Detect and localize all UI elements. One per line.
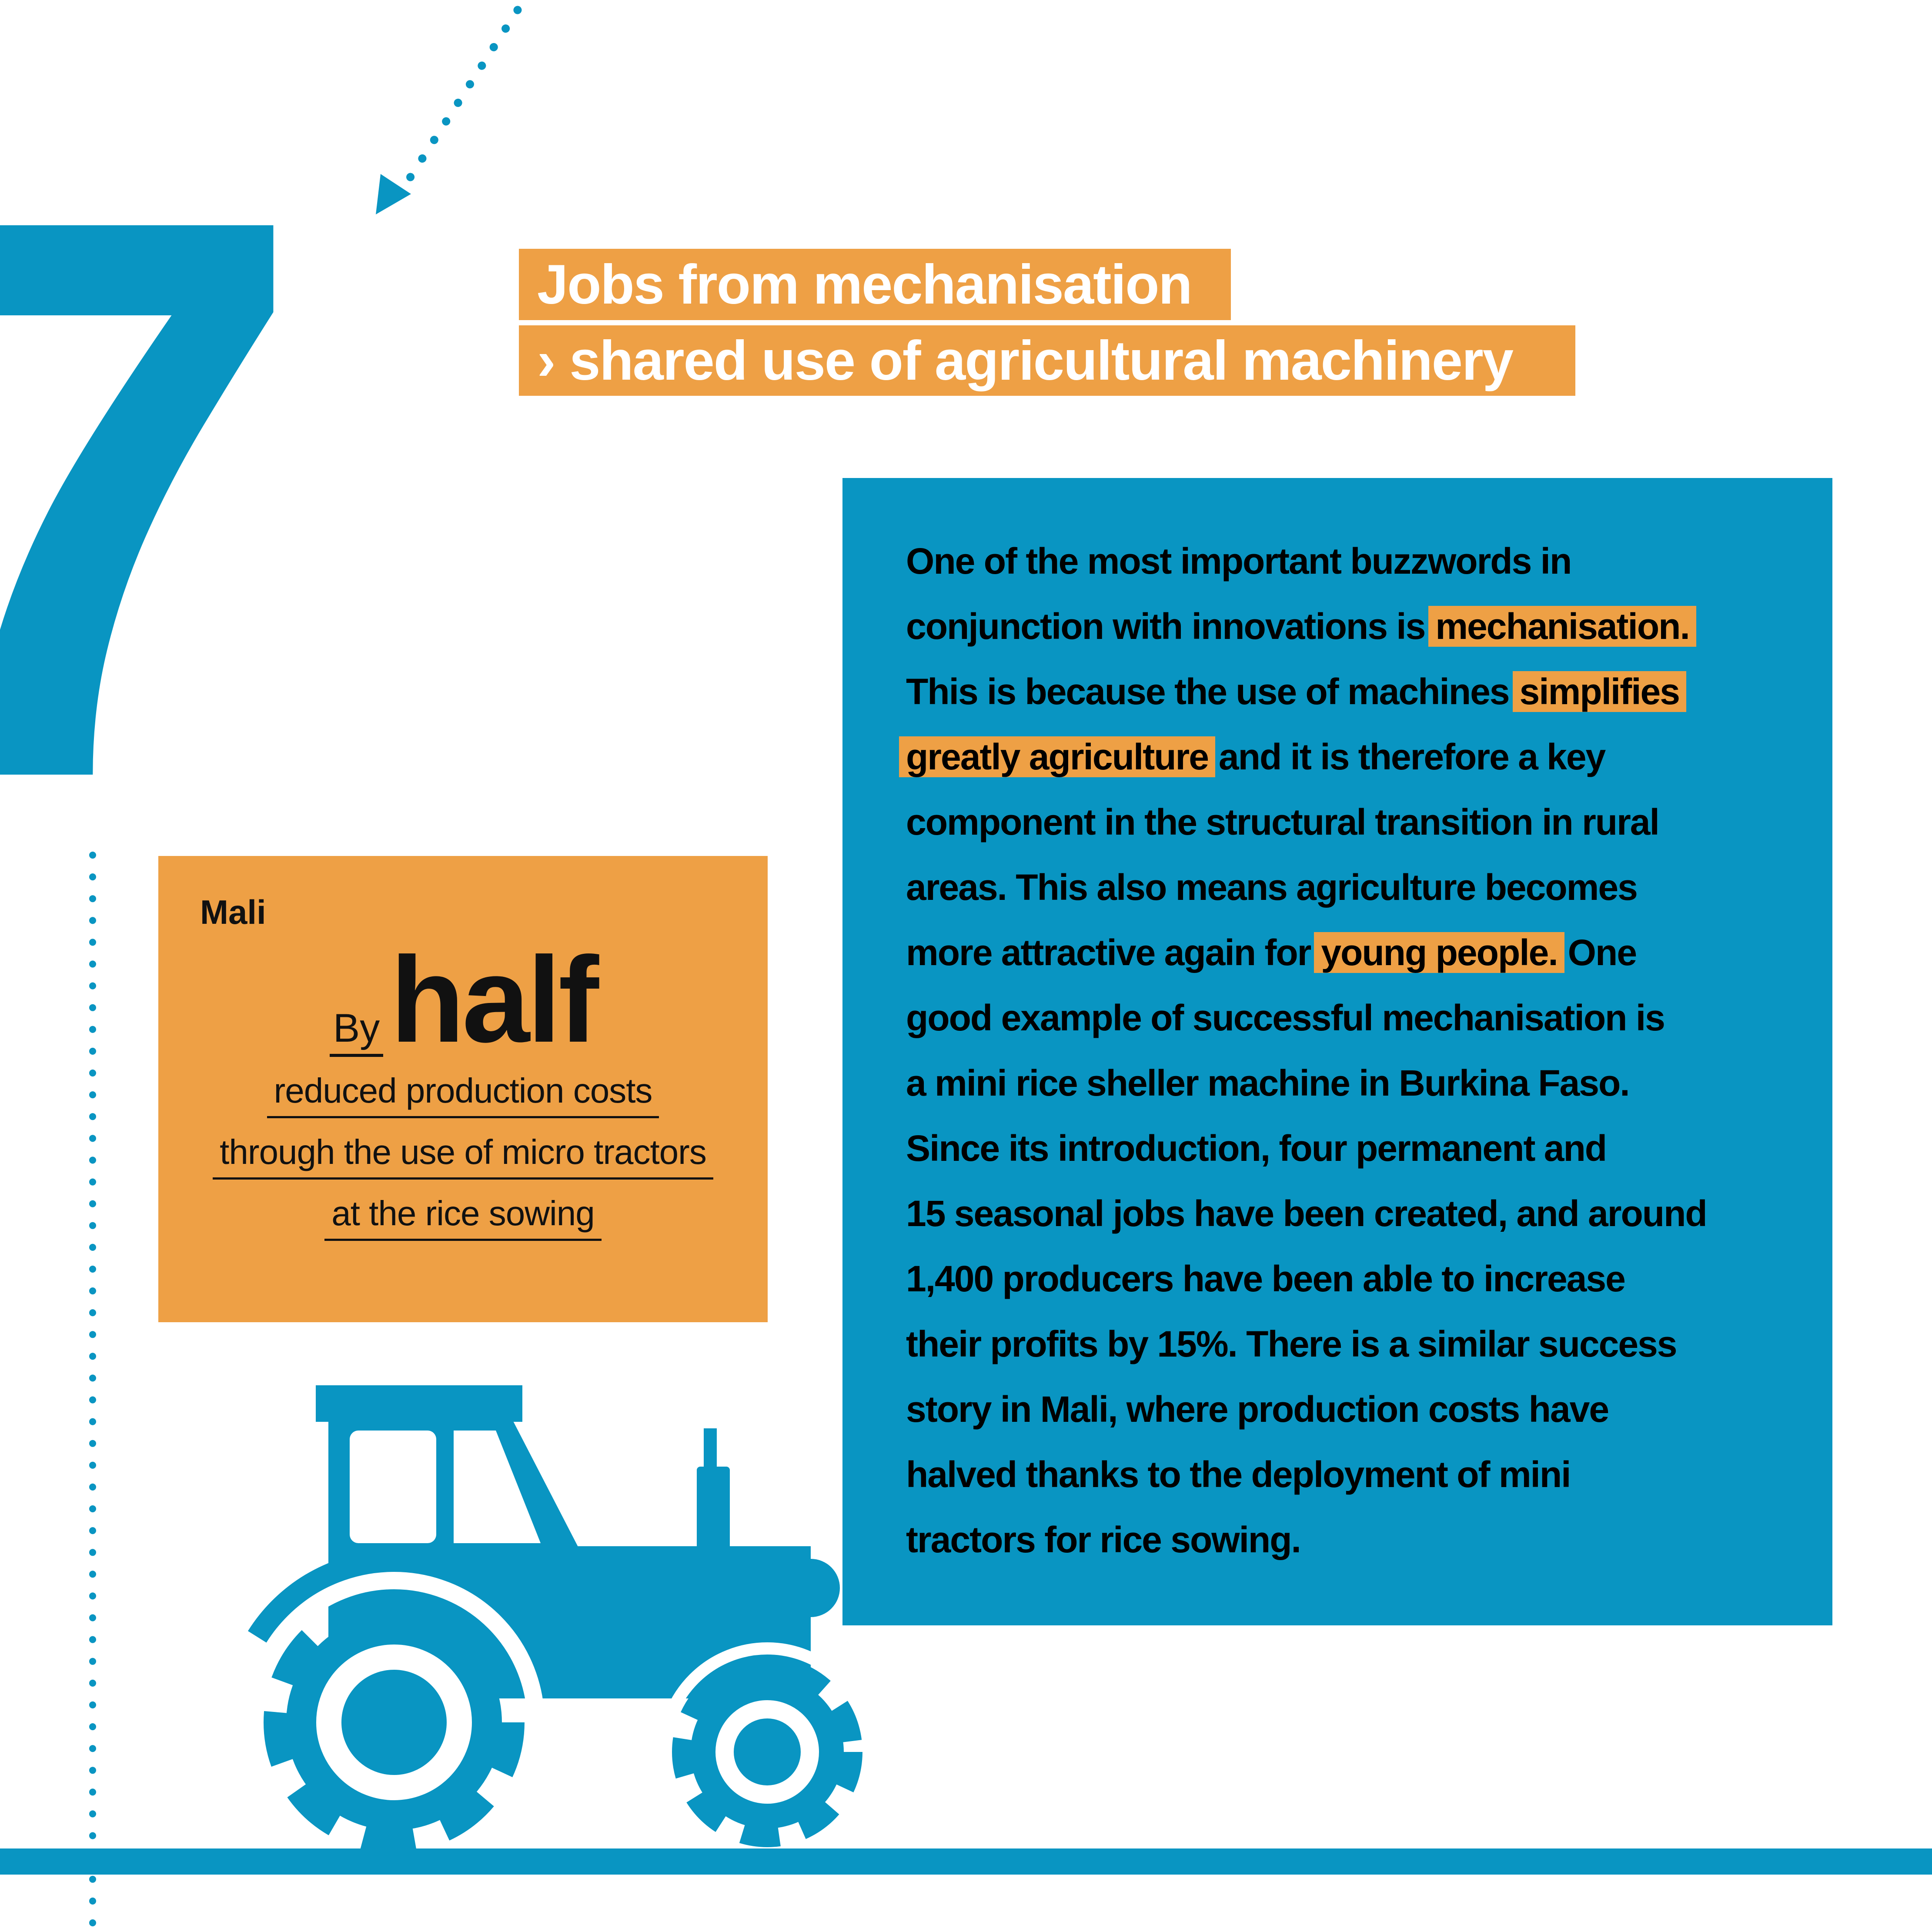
paragraph-text: One of the most important buzzwords in bbox=[906, 541, 1572, 582]
paragraph-text: and it is therefore a key bbox=[1218, 736, 1606, 777]
highlighted-phrase: young people. bbox=[1314, 932, 1564, 973]
title-line-1: Jobs from mechanisation bbox=[519, 249, 1231, 320]
highlighted-phrase: mechanisation. bbox=[1428, 606, 1696, 647]
highlighted-phrase: simplifies bbox=[1512, 671, 1686, 712]
paragraph-text: areas. This also means agriculture becom… bbox=[906, 867, 1638, 908]
dotted-arrow-icon bbox=[376, 6, 522, 214]
stat-line-2: through the use of micro tractors bbox=[213, 1132, 713, 1180]
paragraph-text: 15 seasonal jobs have been created, and … bbox=[906, 1193, 1708, 1234]
paragraph-text: Since its introduction, four permanent a… bbox=[906, 1128, 1607, 1169]
paragraph-text: 1,400 producers have been able to increa… bbox=[906, 1258, 1626, 1299]
paragraph-line: halved thanks to the deployment of mini bbox=[906, 1442, 1767, 1507]
paragraph-text: a mini rice sheller machine in Burkina F… bbox=[906, 1063, 1630, 1103]
stat-country: Mali bbox=[200, 893, 266, 931]
stat-description-line: through the use of micro tractors bbox=[158, 1132, 768, 1180]
stat-prefix: By bbox=[329, 1006, 384, 1057]
paragraph-text: conjunction with innovations is bbox=[906, 606, 1426, 647]
stat-description-line: reduced production costs bbox=[158, 1071, 768, 1118]
paragraph-line: Since its introduction, four permanent a… bbox=[906, 1116, 1767, 1181]
stat-card: Mali By half reduced production costs th… bbox=[158, 856, 768, 1322]
tractor-icon bbox=[244, 1385, 877, 1873]
paragraph-line: This is because the use of machines simpl… bbox=[906, 659, 1767, 724]
paragraph-line: component in the structural transition i… bbox=[906, 789, 1767, 855]
paragraph-line: 1,400 producers have been able to increa… bbox=[906, 1246, 1767, 1311]
paragraph-text: more attractive again for bbox=[906, 932, 1311, 973]
paragraph-line: One of the most important buzzwords in bbox=[906, 528, 1767, 594]
section-number: 7 bbox=[0, 52, 308, 944]
paragraph-line: areas. This also means agriculture becom… bbox=[906, 855, 1767, 920]
paragraph-panel: One of the most important buzzwords in co… bbox=[842, 478, 1832, 1625]
paragraph-text: One bbox=[1568, 932, 1637, 973]
stat-line-1: reduced production costs bbox=[267, 1071, 659, 1118]
title-line-1-text: Jobs from mechanisation bbox=[537, 253, 1193, 316]
paragraph-line: story in Mali, where production costs ha… bbox=[906, 1377, 1767, 1442]
paragraph-line: more attractive again for young people. On… bbox=[906, 920, 1767, 985]
stat-value-row: By half bbox=[158, 932, 768, 1068]
paragraph-text: good example of successful mechanisation… bbox=[906, 997, 1665, 1038]
paragraph: One of the most important buzzwords in co… bbox=[899, 528, 1767, 1572]
paragraph-text: component in the structural transition i… bbox=[906, 802, 1660, 842]
paragraph-text: tractors for rice sowing. bbox=[906, 1519, 1301, 1560]
title-line-2-text: › shared use of agricultural machinery bbox=[537, 329, 1514, 392]
ground-bar bbox=[0, 1848, 1932, 1875]
stat-description: reduced production costs through the use… bbox=[158, 1071, 768, 1241]
paragraph-line: greatly agriculture and it is therefore a… bbox=[899, 724, 1767, 789]
stat-description-line: at the rice sowing bbox=[158, 1193, 768, 1241]
paragraph-line: 15 seasonal jobs have been created, and … bbox=[906, 1181, 1767, 1246]
paragraph-line: their profits by 15%. There is a similar… bbox=[906, 1311, 1767, 1377]
paragraph-text: their profits by 15%. There is a similar… bbox=[906, 1324, 1677, 1364]
stat-line-3: at the rice sowing bbox=[324, 1193, 602, 1241]
paragraph-line: good example of successful mechanisation… bbox=[906, 985, 1767, 1050]
highlighted-phrase: greatly agriculture bbox=[899, 736, 1215, 777]
stat-value: half bbox=[390, 932, 599, 1068]
paragraph-line: conjunction with innovations is mechanisa… bbox=[906, 594, 1767, 659]
paragraph-text: halved thanks to the deployment of mini bbox=[906, 1454, 1571, 1495]
paragraph-line: a mini rice sheller machine in Burkina F… bbox=[906, 1050, 1767, 1116]
paragraph-line: tractors for rice sowing. bbox=[906, 1507, 1767, 1572]
paragraph-text: This is because the use of machines bbox=[906, 671, 1510, 712]
paragraph-text: story in Mali, where production costs ha… bbox=[906, 1389, 1609, 1430]
title-line-2: › shared use of agricultural machinery bbox=[519, 325, 1575, 396]
